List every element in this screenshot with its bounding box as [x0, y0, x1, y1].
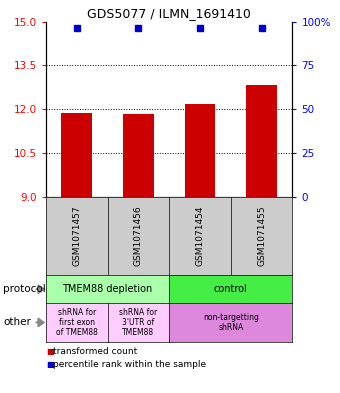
- Text: protocol: protocol: [3, 284, 46, 294]
- Title: GDS5077 / ILMN_1691410: GDS5077 / ILMN_1691410: [87, 7, 251, 20]
- Text: TMEM88 depletion: TMEM88 depletion: [63, 284, 153, 294]
- Text: GSM1071455: GSM1071455: [257, 206, 266, 266]
- Text: percentile rank within the sample: percentile rank within the sample: [53, 360, 206, 369]
- Text: transformed count: transformed count: [53, 347, 137, 356]
- Text: GSM1071457: GSM1071457: [72, 206, 81, 266]
- Text: shRNA for
3'UTR of
TMEM88: shRNA for 3'UTR of TMEM88: [119, 308, 157, 337]
- Text: GSM1071456: GSM1071456: [134, 206, 143, 266]
- Text: control: control: [214, 284, 248, 294]
- Text: other: other: [3, 318, 31, 327]
- Bar: [246, 85, 277, 196]
- Text: GSM1071454: GSM1071454: [195, 206, 204, 266]
- Text: ■: ■: [46, 347, 54, 356]
- Bar: [61, 114, 92, 196]
- Text: ■: ■: [46, 360, 54, 369]
- Bar: [185, 104, 215, 196]
- Text: shRNA for
first exon
of TMEM88: shRNA for first exon of TMEM88: [56, 308, 98, 337]
- Text: non-targetting
shRNA: non-targetting shRNA: [203, 313, 259, 332]
- Bar: [123, 114, 154, 196]
